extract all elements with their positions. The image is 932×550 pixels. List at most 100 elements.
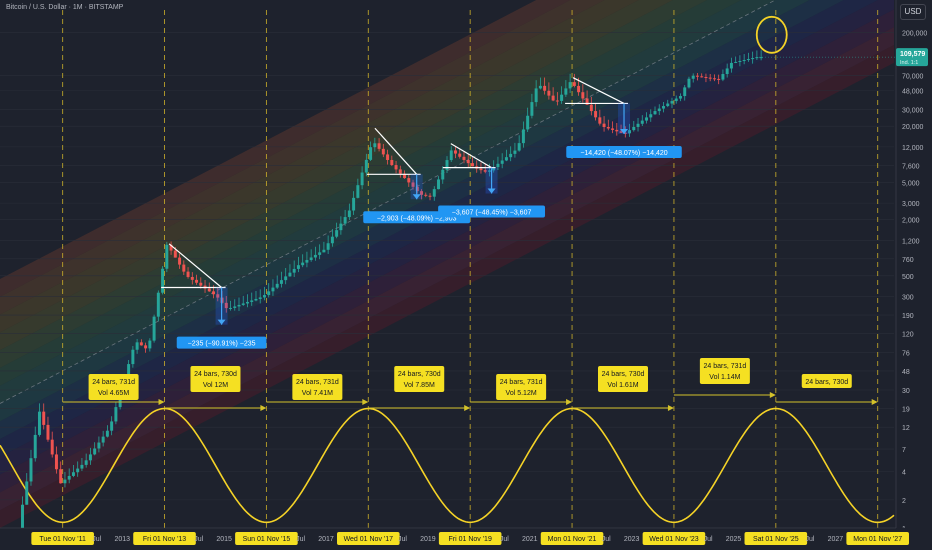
candle-body	[636, 123, 640, 127]
currency-button[interactable]: USD	[900, 4, 926, 20]
candle-body	[21, 504, 24, 528]
last-price-box	[896, 48, 928, 67]
candle-body	[513, 150, 517, 154]
time-tick-label: Jul	[194, 536, 203, 543]
price-tick-label: 7	[902, 447, 906, 454]
range-arrow	[158, 399, 165, 405]
candle-body	[526, 115, 530, 130]
price-tick-label: 20,000	[902, 124, 924, 131]
candle-body	[751, 58, 755, 60]
price-tick-label: 3,000	[902, 201, 920, 208]
candle-body	[335, 230, 339, 237]
candle-body	[466, 159, 470, 164]
descending-trendline	[168, 243, 222, 288]
rainbow-band	[0, 0, 605, 315]
candle-body	[67, 475, 71, 480]
candle-body	[678, 96, 682, 99]
time-tick-label: Tue 01 Nov '11	[39, 536, 86, 543]
candle-body	[288, 272, 292, 277]
candle-body	[695, 75, 699, 77]
range-bars-label: 24 bars, 730d	[398, 371, 441, 378]
candle-body	[190, 276, 194, 280]
candle-body	[700, 76, 704, 78]
candle-body	[560, 94, 564, 101]
candle-body	[267, 291, 271, 296]
time-tick-highlight	[438, 532, 502, 545]
chart-title: Bitcoin / U.S. Dollar · 1M · BITSTAMP	[6, 4, 124, 11]
candle-body	[369, 147, 373, 160]
candle-body	[84, 460, 88, 465]
price-tick-label: 760	[902, 257, 914, 264]
candle-body	[245, 301, 249, 304]
candle-body	[683, 87, 687, 97]
measure-arrow	[412, 194, 421, 200]
range-bars-label: 24 bars, 730d	[805, 379, 848, 386]
candle-body	[458, 153, 462, 157]
candle-body	[173, 250, 177, 258]
range-vol-label: Vol 5.12M	[506, 390, 537, 397]
candle-body	[144, 345, 148, 349]
time-tick-label: Jul	[398, 536, 407, 543]
candle-body	[398, 169, 402, 174]
candle-body	[377, 143, 381, 149]
measure-arrow	[217, 319, 226, 325]
candle-body	[470, 163, 474, 167]
candle-body	[619, 131, 623, 133]
range-label-box	[496, 374, 547, 400]
range-bars-label: 24 bars, 731d	[500, 379, 543, 386]
candle-body	[105, 430, 109, 437]
range-vol-label: Vol 1.14M	[709, 374, 740, 381]
time-tick-label: Jul	[500, 536, 509, 543]
candle-body	[403, 173, 407, 179]
range-annotation: 24 bars, 730d Vol 1.61M	[572, 366, 674, 411]
candle-body	[585, 98, 589, 105]
candle-body	[564, 88, 568, 95]
range-label-box	[190, 366, 241, 392]
candle-body	[606, 127, 610, 129]
candle-body	[88, 454, 92, 461]
candle-body	[390, 159, 394, 166]
candle-body	[742, 60, 746, 62]
time-tick-label: 2023	[624, 536, 640, 543]
candle-body	[424, 194, 428, 196]
cycle-sine-wave	[0, 407, 895, 524]
candle-body	[63, 479, 67, 484]
candle-body	[152, 316, 156, 341]
candle-body	[449, 150, 453, 161]
candle-body	[275, 283, 279, 288]
candle-body	[645, 117, 649, 121]
candle-body	[551, 95, 555, 101]
candle-body	[521, 129, 525, 144]
time-tick-highlight	[133, 532, 196, 545]
price-tick-label: 200,000	[902, 31, 927, 38]
candle-body	[343, 217, 347, 224]
candle-body	[271, 287, 275, 292]
candle-body	[687, 78, 691, 88]
candle-body	[628, 130, 632, 134]
drawdown-label-box	[566, 145, 682, 158]
range-vol-label: Vol 1.61M	[607, 382, 638, 389]
time-tick-label: Wed 01 Nov '17	[344, 536, 394, 543]
candle-body	[33, 434, 37, 459]
candle-body	[318, 252, 322, 255]
candle-body	[216, 294, 220, 298]
candle-body	[598, 117, 602, 124]
range-annotation: 24 bars, 731d Vol 7.41M	[266, 374, 369, 405]
rainbow-band	[0, 44, 894, 528]
time-tick-label: Mon 01 Nov '21	[548, 536, 597, 543]
candle-body	[50, 439, 54, 455]
price-tick-label: 19	[902, 407, 910, 414]
candle-body	[292, 268, 296, 273]
drawdown-annotation: −235 (−90.91%) −235	[161, 243, 267, 349]
candle-body	[322, 249, 326, 253]
candle-body	[139, 342, 143, 346]
descending-trendline	[374, 127, 418, 175]
time-tick-label: Fri 01 Nov '13	[143, 536, 186, 543]
candle-body	[462, 156, 466, 160]
candle-body	[632, 126, 636, 131]
drawdown-label-box	[438, 205, 546, 218]
drawdown-label: −235 (−90.91%) −235	[188, 341, 256, 348]
candle-body	[432, 189, 436, 197]
candle-body	[653, 111, 657, 115]
